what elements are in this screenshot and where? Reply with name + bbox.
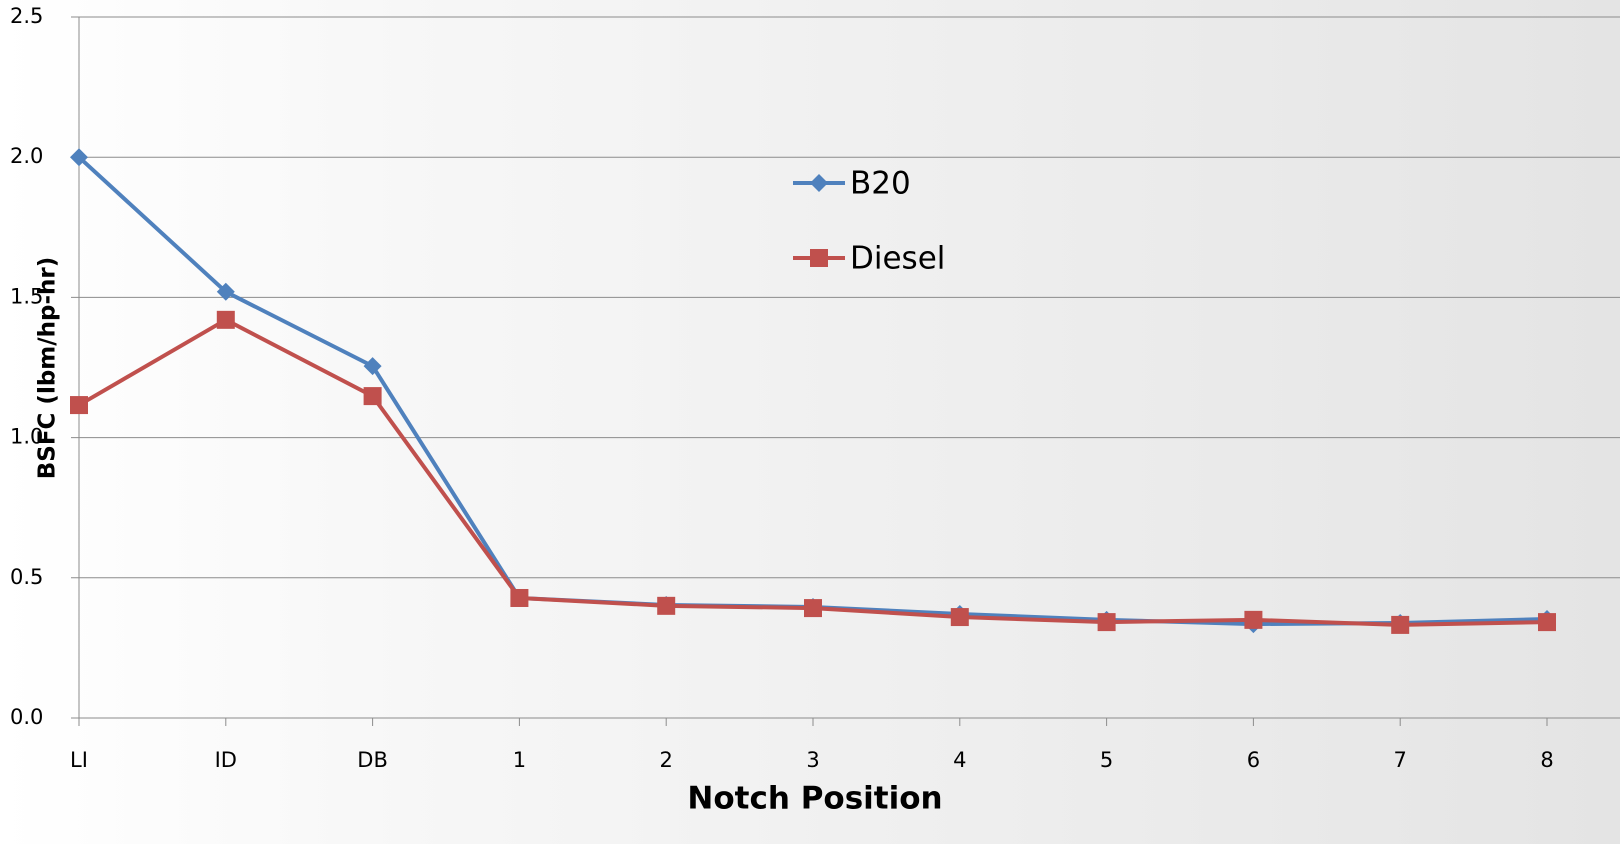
- data-point: [70, 396, 88, 414]
- x-tick-label: 2: [660, 748, 673, 772]
- x-tick-label: ID: [215, 748, 237, 772]
- x-tick-label: 7: [1394, 748, 1407, 772]
- data-point: [364, 387, 382, 405]
- legend-label: B20: [850, 166, 911, 202]
- data-point: [1538, 613, 1556, 631]
- y-tick-label: 0.0: [10, 705, 43, 729]
- y-tick-label: 1.0: [10, 425, 43, 449]
- background: [0, 0, 1620, 844]
- data-point: [951, 608, 969, 626]
- chart: Notch Position BSFC (lbm/hp-hr) 0.00.51.…: [0, 0, 1620, 844]
- x-tick-label: 8: [1540, 748, 1553, 772]
- y-tick-label: 0.5: [10, 565, 43, 589]
- y-tick-label: 2.5: [10, 4, 43, 28]
- legend-label: Diesel: [850, 241, 945, 277]
- data-point: [1391, 616, 1409, 634]
- x-tick-label: DB: [357, 748, 388, 772]
- data-point: [657, 597, 675, 615]
- y-tick-label: 2.0: [10, 144, 43, 168]
- data-point: [217, 311, 235, 329]
- data-point: [1244, 611, 1262, 629]
- x-tick-label: 6: [1247, 748, 1260, 772]
- data-point: [1098, 613, 1116, 631]
- y-tick-label: 1.5: [10, 284, 43, 308]
- x-tick-label: 3: [806, 748, 819, 772]
- x-tick-label: 4: [953, 748, 966, 772]
- data-point: [510, 589, 528, 607]
- legend-marker: [810, 249, 828, 267]
- x-tick-label: 5: [1100, 748, 1113, 772]
- x-tick-label: 1: [513, 748, 526, 772]
- data-point: [804, 599, 822, 617]
- x-axis-title: Notch Position: [687, 781, 942, 817]
- x-tick-label: LI: [70, 748, 88, 772]
